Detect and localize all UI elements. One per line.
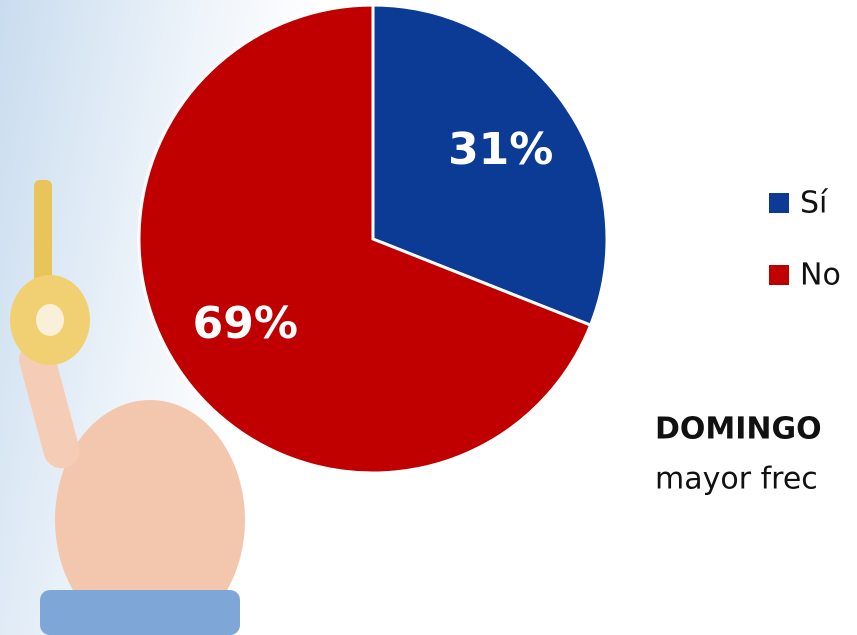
- page: 31%69% SíNo DOMINGO mayor frec (() => { …: [0, 0, 857, 635]
- legend-swatch: [769, 265, 789, 285]
- value-label: 69%: [193, 298, 298, 349]
- legend: Sí No: [769, 186, 841, 293]
- value-label: 31%: [448, 124, 553, 175]
- legend-label: Sí: [800, 186, 829, 221]
- legend-swatch: [769, 193, 789, 213]
- pie: 31% 69%: [139, 5, 607, 473]
- legend-label: No: [800, 258, 841, 293]
- annotation: DOMINGO: [655, 412, 822, 447]
- annotation: mayor frec: [655, 462, 818, 497]
- chart: 31% 69% Sí No DOMINGO mayor frec: [0, 0, 857, 635]
